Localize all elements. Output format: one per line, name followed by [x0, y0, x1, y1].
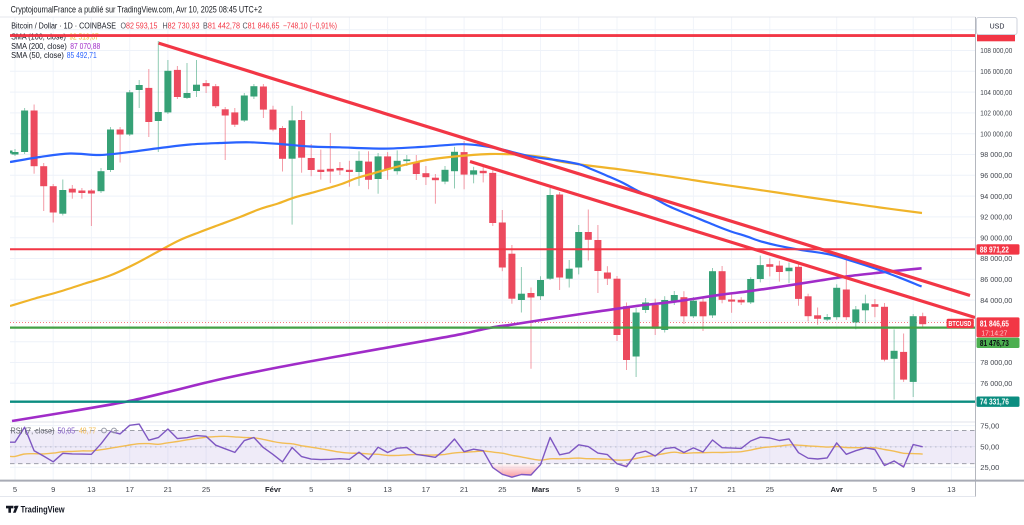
svg-text:Mars: Mars [532, 485, 550, 494]
svg-text:9: 9 [347, 485, 351, 494]
svg-text:17:14:27: 17:14:27 [981, 329, 1007, 338]
svg-text:90 000,00: 90 000,00 [980, 233, 1012, 242]
svg-text:21: 21 [460, 485, 468, 494]
svg-text:81 846,65: 81 846,65 [980, 320, 1010, 329]
svg-text:98 000,00: 98 000,00 [980, 150, 1012, 159]
svg-text:50,00: 50,00 [980, 442, 999, 451]
svg-text:76 000,00: 76 000,00 [980, 379, 1012, 388]
svg-text:87 070,88: 87 070,88 [70, 42, 100, 51]
svg-text:88 000,00: 88 000,00 [980, 254, 1012, 263]
svg-text:USD: USD [990, 24, 1005, 31]
svg-text:BTCUSD: BTCUSD [948, 319, 971, 328]
svg-text:RSI (7, close): RSI (7, close) [11, 426, 55, 435]
svg-text:92 000,00: 92 000,00 [980, 213, 1012, 222]
svg-text:106 000,00: 106 000,00 [980, 67, 1012, 76]
svg-text:SMA (200, close): SMA (200, close) [11, 42, 67, 51]
svg-text:13: 13 [87, 485, 95, 494]
svg-text:−748,10 (−0,91%): −748,10 (−0,91%) [283, 21, 337, 30]
svg-text:9: 9 [911, 485, 915, 494]
svg-text:78 000,00: 78 000,00 [980, 358, 1012, 367]
svg-text:9: 9 [615, 485, 619, 494]
svg-text:50,05: 50,05 [58, 426, 76, 435]
svg-text:5: 5 [873, 485, 877, 494]
svg-text:13: 13 [947, 485, 955, 494]
svg-text:88 971,22: 88 971,22 [980, 245, 1010, 254]
svg-text:13: 13 [383, 485, 391, 494]
svg-text:9: 9 [51, 485, 55, 494]
svg-text:25: 25 [766, 485, 774, 494]
svg-text:17: 17 [689, 485, 697, 494]
svg-text:TradingView: TradingView [21, 504, 66, 514]
svg-text:96 000,00: 96 000,00 [980, 171, 1012, 180]
svg-text:86 000,00: 86 000,00 [980, 275, 1012, 284]
svg-text:17: 17 [422, 485, 430, 494]
svg-text:48,77: 48,77 [79, 426, 96, 435]
svg-text:25: 25 [498, 485, 506, 494]
svg-text:5: 5 [577, 485, 581, 494]
svg-text:75,00: 75,00 [980, 421, 999, 430]
svg-text:81 476,73: 81 476,73 [980, 339, 1010, 348]
svg-text:84 000,00: 84 000,00 [980, 296, 1012, 305]
svg-text:5: 5 [13, 485, 17, 494]
svg-text:Avr: Avr [831, 485, 843, 494]
svg-text:B81 442,78: B81 442,78 [203, 21, 240, 30]
svg-text:102 000,00: 102 000,00 [980, 109, 1012, 118]
svg-text:Bitcoin / Dollar · 1D · COINBA: Bitcoin / Dollar · 1D · COINBASE [11, 21, 116, 30]
svg-text:21: 21 [727, 485, 735, 494]
svg-text:94 000,00: 94 000,00 [980, 192, 1012, 201]
svg-text:21: 21 [164, 485, 172, 494]
svg-text:85 492,71: 85 492,71 [67, 51, 97, 60]
svg-text:H82 730,93: H82 730,93 [163, 21, 200, 30]
svg-text:74 331,76: 74 331,76 [980, 398, 1010, 407]
svg-text:Févr: Févr [265, 485, 281, 494]
svg-text:SMA (50, close): SMA (50, close) [11, 51, 64, 60]
svg-text:108 000,00: 108 000,00 [980, 46, 1012, 55]
svg-text:13: 13 [651, 485, 659, 494]
svg-text:17: 17 [125, 485, 133, 494]
svg-text:O82 593,15: O82 593,15 [121, 21, 159, 30]
svg-text:5: 5 [309, 485, 313, 494]
svg-text:104 000,00: 104 000,00 [980, 88, 1012, 97]
svg-text:25,00: 25,00 [980, 463, 999, 472]
svg-text:25: 25 [202, 485, 210, 494]
svg-text:C81 846,65: C81 846,65 [243, 21, 281, 30]
svg-text:CryptojournalFrance a publié s: CryptojournalFrance a publié sur Trading… [11, 4, 262, 15]
svg-text:100 000,00: 100 000,00 [980, 129, 1012, 138]
